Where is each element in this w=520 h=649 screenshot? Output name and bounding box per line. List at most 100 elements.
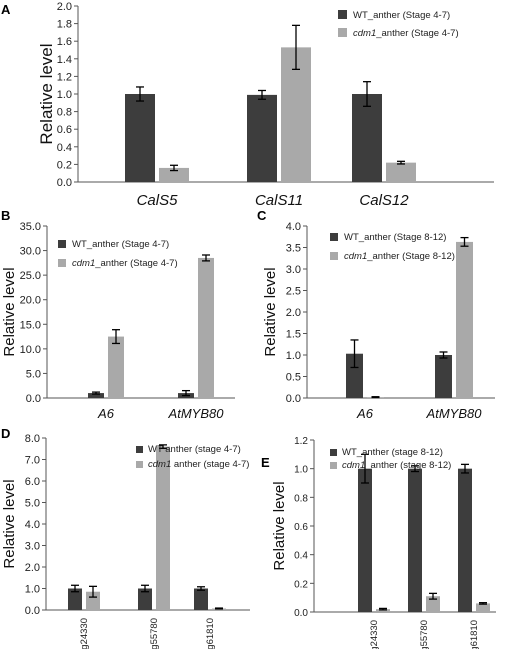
chart-e-bar-wt: [458, 468, 472, 612]
chart-e-y-tick-label: 0.6: [294, 522, 308, 533]
chart-a-y-tick-label: 0.0: [57, 177, 72, 189]
chart-d-bar-wt: [138, 588, 152, 610]
chart-d-y-tick-label: 5.0: [25, 498, 40, 510]
chart-a-bar-cdm1: [386, 162, 416, 182]
chart-d-bar-cdm1: [86, 591, 100, 610]
chart-c-y-tick-label: 2.5: [286, 286, 301, 298]
chart-d-bar-wt: [68, 588, 82, 610]
chart-a-y-tick-label: 1.4: [57, 54, 72, 66]
legend-name-prefix: WT: [342, 447, 357, 458]
chart-b-y-tick-label: 35.0: [20, 221, 41, 233]
chart-c-legend-label-cdm1: cdm1_anther (Stage 8-12): [344, 251, 455, 262]
chart-c-y-tick-label: 4.0: [286, 221, 301, 233]
legend-name-prefix: WT: [72, 239, 87, 250]
chart-b-y-tick-label: 15.0: [20, 319, 41, 331]
chart-b-legend-swatch-wt: [58, 240, 66, 248]
chart-b-category-label: A6: [97, 406, 115, 421]
chart-a-bar-cdm1: [159, 167, 189, 182]
chart-b-y-tick-label: 25.0: [20, 270, 41, 282]
chart-e-y-tick-label: 0.8: [294, 493, 308, 504]
chart-b-y-tick-label: 0.0: [26, 393, 41, 405]
chart-e-y-tick-label: 0.0: [294, 608, 308, 619]
chart-d-y-tick-label: 3.0: [25, 541, 40, 553]
chart-e-legend-label-cdm1: cdm1_anther (stage 8-12): [342, 460, 451, 471]
chart-a-y-axis-label: Relative level: [37, 43, 56, 144]
chart-b-y-tick-label: 5.0: [26, 368, 41, 380]
chart-a-y-tick-label: 0.8: [57, 107, 72, 119]
chart-c-legend-label-wt: WT_anther (Stage 8-12): [344, 232, 446, 243]
chart-e-y-axis-label: Relative level: [271, 481, 288, 570]
chart-d-legend-swatch-wt: [136, 446, 143, 453]
chart-b-bar-cdm1: [108, 336, 124, 398]
chart-d-legend-label-wt: WT anther (stage 4-7): [148, 444, 241, 455]
chart-d-legend-swatch-cdm1: [136, 461, 143, 468]
chart-c-bar-wt: [346, 353, 363, 398]
chart-a-bar-wt: [247, 94, 277, 182]
chart-b-bar-wt: [88, 393, 104, 398]
chart-e-bar-cdm1: [376, 609, 390, 612]
chart-a-category-label: CalS11: [255, 192, 303, 209]
chart-a-y-tick-label: 0.2: [57, 159, 72, 171]
chart-e-y-tick-label: 1.0: [294, 465, 308, 476]
chart-d-legend-label-cdm1: cdm1 anther (stage 4-7): [148, 459, 249, 470]
legend-name-prefix: cdm1: [72, 258, 95, 269]
chart-c-category-label: A6: [356, 406, 374, 421]
chart-e-bar-wt: [408, 468, 422, 612]
chart-c-y-tick-label: 1.0: [286, 350, 301, 362]
chart-c-legend-swatch-wt: [330, 233, 338, 241]
chart-c-y-tick-label: 1.5: [286, 329, 301, 341]
chart-b-legend-label-cdm1: cdm1_anther (Stage 4-7): [72, 258, 178, 269]
chart-d-bar-cdm1: [156, 446, 170, 610]
chart-c-y-tick-label: 0.5: [286, 372, 301, 384]
chart-c-y-tick-label: 2.0: [286, 307, 301, 319]
chart-d-category-label: At3g24330: [79, 618, 90, 649]
chart-d-y-tick-label: 0.0: [25, 605, 40, 617]
legend-name-prefix: WT: [353, 10, 368, 21]
chart-c-panel-letter: C: [257, 208, 267, 223]
chart-d-y-tick-label: 2.0: [25, 562, 40, 574]
legend-name-prefix: cdm1: [344, 251, 367, 262]
chart-d-y-tick-label: 6.0: [25, 476, 40, 488]
chart-a-y-tick-label: 1.6: [57, 36, 72, 48]
chart-c-category-label: AtMYB80: [426, 406, 483, 421]
chart-a-bar-wt: [125, 94, 155, 182]
chart-e-bar-cdm1: [426, 596, 440, 612]
chart-d-y-axis-label: Relative level: [1, 479, 18, 568]
legend-name-prefix: cdm1: [342, 460, 365, 471]
legend-name-suffix: _anther (Stage 4-7): [375, 28, 458, 39]
chart-a-bar-wt: [352, 94, 382, 182]
chart-e-legend-label-wt: WT_anther (stage 8-12): [342, 447, 443, 458]
chart-a-y-tick-label: 2.0: [57, 1, 72, 13]
chart-b-category-label: AtMYB80: [168, 406, 225, 421]
chart-d-category-label: At3g55780: [149, 618, 160, 649]
chart-e-category-label: At3g61810: [469, 620, 480, 649]
legend-name-suffix: _anther (Stage 8-12): [358, 232, 447, 243]
chart-b-y-tick-label: 20.0: [20, 295, 41, 307]
chart-e-bar-wt: [358, 468, 372, 612]
chart-a-category-label: CalS5: [137, 192, 179, 209]
legend-name-suffix: anther (stage 4-7): [171, 459, 249, 470]
chart-a-legend-label-wt: WT_anther (Stage 4-7): [353, 10, 450, 21]
legend-name-prefix: cdm1: [353, 28, 376, 39]
chart-d-category-label: At3g61810: [205, 618, 216, 649]
chart-d-y-tick-label: 8.0: [25, 433, 40, 445]
chart-c-y-tick-label: 3.5: [286, 243, 301, 255]
chart-d-y-tick-label: 7.0: [25, 455, 40, 467]
chart-e-category-label: At3g55780: [419, 620, 430, 649]
chart-e-bar-cdm1: [476, 603, 490, 612]
chart-b-panel-letter: B: [1, 208, 10, 223]
chart-a-legend-swatch-cdm1: [338, 28, 347, 37]
chart-c-y-axis-label: Relative level: [262, 267, 279, 356]
legend-name-prefix: WT: [148, 444, 163, 455]
chart-e-y-tick-label: 0.2: [294, 579, 308, 590]
chart-b-y-axis-label: Relative level: [1, 267, 18, 356]
chart-a-legend-label-cdm1: cdm1_anther (Stage 4-7): [353, 28, 459, 39]
chart-c-bar-wt: [435, 355, 452, 398]
chart-a-panel-letter: A: [1, 2, 11, 17]
chart-a-y-tick-label: 1.2: [57, 71, 72, 83]
chart-a-y-tick-label: 0.6: [57, 124, 72, 136]
chart-c-legend-swatch-cdm1: [330, 252, 338, 260]
chart-d-bar-wt: [194, 588, 208, 610]
chart-e-panel-letter: E: [261, 455, 270, 470]
